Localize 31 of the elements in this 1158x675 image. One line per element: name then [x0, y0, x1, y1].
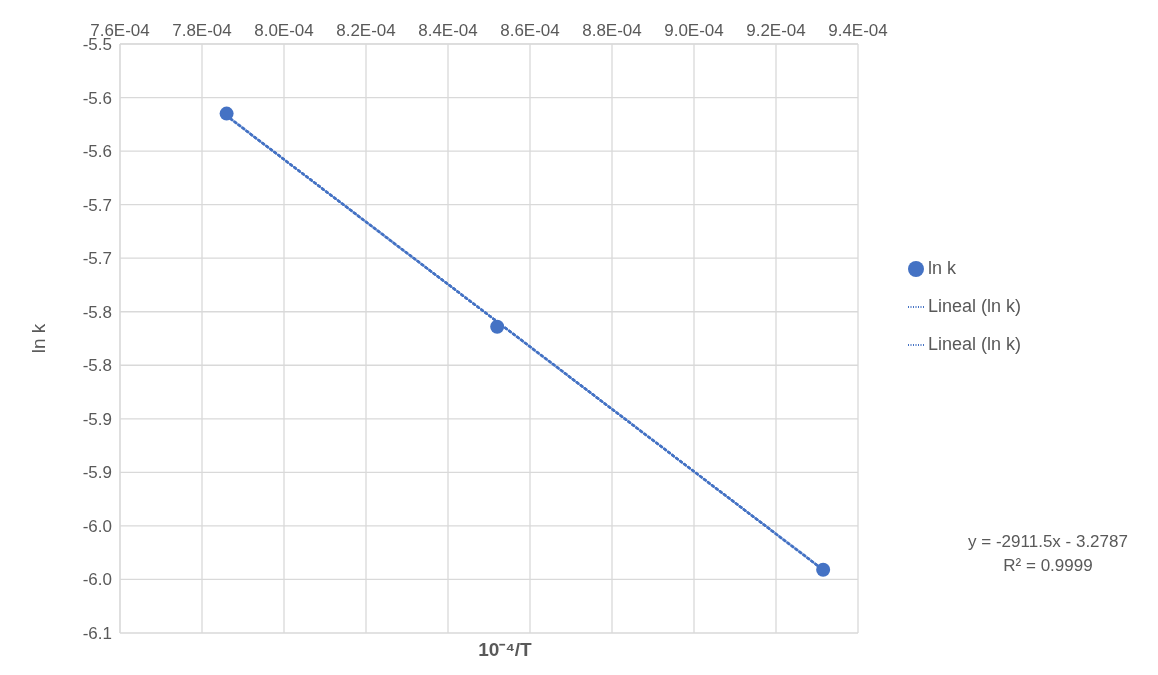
y-tick-label: -5.9 — [82, 463, 112, 483]
x-tick-label: 7.8E-04 — [172, 21, 232, 40]
y-tick-label: -5.6 — [82, 142, 112, 162]
x-tick-label: 9.0E-04 — [664, 21, 724, 40]
y-tick-label: -5.9 — [82, 409, 112, 429]
y-tick-label: -6.1 — [82, 624, 112, 644]
y-tick-label: -5.5 — [82, 35, 112, 55]
text: R² = 0.9999 — [1002, 555, 1094, 577]
x-tick-label: 9.2E-04 — [746, 21, 806, 40]
y-tick-label: -5.7 — [82, 249, 112, 269]
legend-label: Lineal (ln k) — [928, 295, 1022, 316]
x-tick-label: 8.4E-04 — [418, 21, 478, 40]
legend-label: Lineal (ln k) — [928, 333, 1022, 354]
y-tick-label: -5.7 — [82, 195, 112, 215]
x-tick-label: 8.0E-04 — [254, 21, 314, 40]
y-tick-label: -5.6 — [82, 88, 112, 108]
point — [219, 106, 234, 121]
point — [490, 319, 505, 334]
y-axis-title: ln k — [27, 323, 49, 354]
x-tick-label: 8.2E-04 — [336, 21, 396, 40]
y-tick-label: -5.8 — [82, 302, 112, 322]
y-tick-label: -5.8 — [82, 356, 112, 376]
legend-label: ln k — [928, 257, 957, 278]
point — [816, 562, 831, 577]
x-tick-label: 8.8E-04 — [582, 21, 642, 40]
y-tick-label: -6.0 — [82, 570, 112, 590]
x-tick-label: 9.4E-04 — [828, 21, 888, 40]
text: y = -2911.5x - 3.2787 — [967, 531, 1129, 553]
y-tick-label: -6.0 — [82, 516, 112, 536]
x-axis-title: 10⁻⁴/T — [477, 638, 533, 662]
x-tick-label: 8.6E-04 — [500, 21, 560, 40]
